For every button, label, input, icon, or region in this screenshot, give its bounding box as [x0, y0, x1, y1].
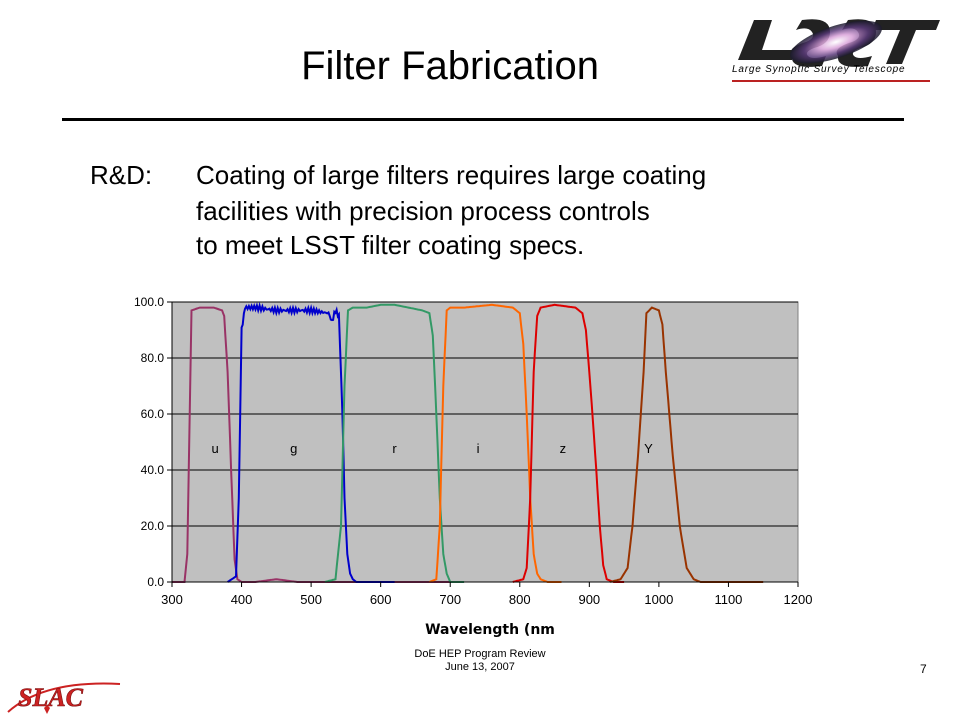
slide-title: Filter Fabrication — [301, 44, 599, 88]
logo-underline — [732, 80, 930, 82]
rd-text-line-3: to meet LSST filter coating specs. — [196, 230, 585, 260]
x-tick-label: 1000 — [644, 592, 673, 607]
x-tick-label: 1100 — [714, 592, 742, 607]
y-tick-label: 100.0 — [134, 295, 164, 309]
series-label-u: u — [212, 441, 219, 456]
x-tick-label: 700 — [439, 592, 461, 607]
series-label-Y: Y — [644, 441, 653, 456]
x-tick-label: 900 — [578, 592, 600, 607]
series-label-g: g — [290, 441, 297, 456]
footer: DoE HEP Program Review June 13, 2007 — [360, 648, 600, 674]
title-divider — [62, 118, 904, 121]
plot-area — [171, 301, 799, 583]
x-axis-label: Wavelength (nm — [425, 622, 555, 638]
series-label-r: r — [392, 441, 397, 456]
gridlines — [172, 301, 798, 527]
series-label-z: z — [560, 441, 567, 456]
slac-logo: SLAC — [7, 682, 121, 714]
x-tick-label: 500 — [300, 592, 322, 607]
filter-transmission-chart: u g r i z Y 0.0 20.0 40.0 60.0 80.0 100.0 300 400 500… — [134, 295, 812, 638]
y-tick-label: 80.0 — [141, 351, 165, 365]
footer-line-2: June 13, 2007 — [445, 661, 515, 673]
rd-label: R&D: — [90, 160, 153, 190]
rd-text-line-1: Coating of large filters requires large … — [196, 160, 707, 190]
y-tick-label: 40.0 — [141, 463, 165, 477]
x-tick-label: 400 — [231, 592, 253, 607]
series-label-i: i — [477, 441, 480, 456]
slac-logo-text: SLAC — [18, 683, 84, 712]
y-tick-label: 0.0 — [147, 575, 164, 589]
x-tick-label: 1200 — [784, 592, 813, 607]
y-tick-label: 20.0 — [141, 519, 165, 533]
x-tick-label: 600 — [370, 592, 392, 607]
rd-text-line-2: facilities with precision process contro… — [196, 196, 650, 226]
x-tick-label: 800 — [509, 592, 531, 607]
x-tick-label: 300 — [161, 592, 183, 607]
lsst-logo-subtitle: Large Synoptic Survey Telescope — [732, 64, 906, 75]
y-tick-label: 60.0 — [141, 407, 165, 421]
series-line-z — [512, 303, 625, 583]
lsst-logo — [738, 19, 940, 67]
series-line-i — [428, 303, 562, 583]
page-number: 7 — [920, 662, 927, 676]
axes: 0.0 20.0 40.0 60.0 80.0 100.0 300 400 500 600 700 8… — [134, 295, 812, 607]
footer-line-1: DoE HEP Program Review — [414, 648, 546, 660]
series-line-r — [324, 303, 465, 583]
